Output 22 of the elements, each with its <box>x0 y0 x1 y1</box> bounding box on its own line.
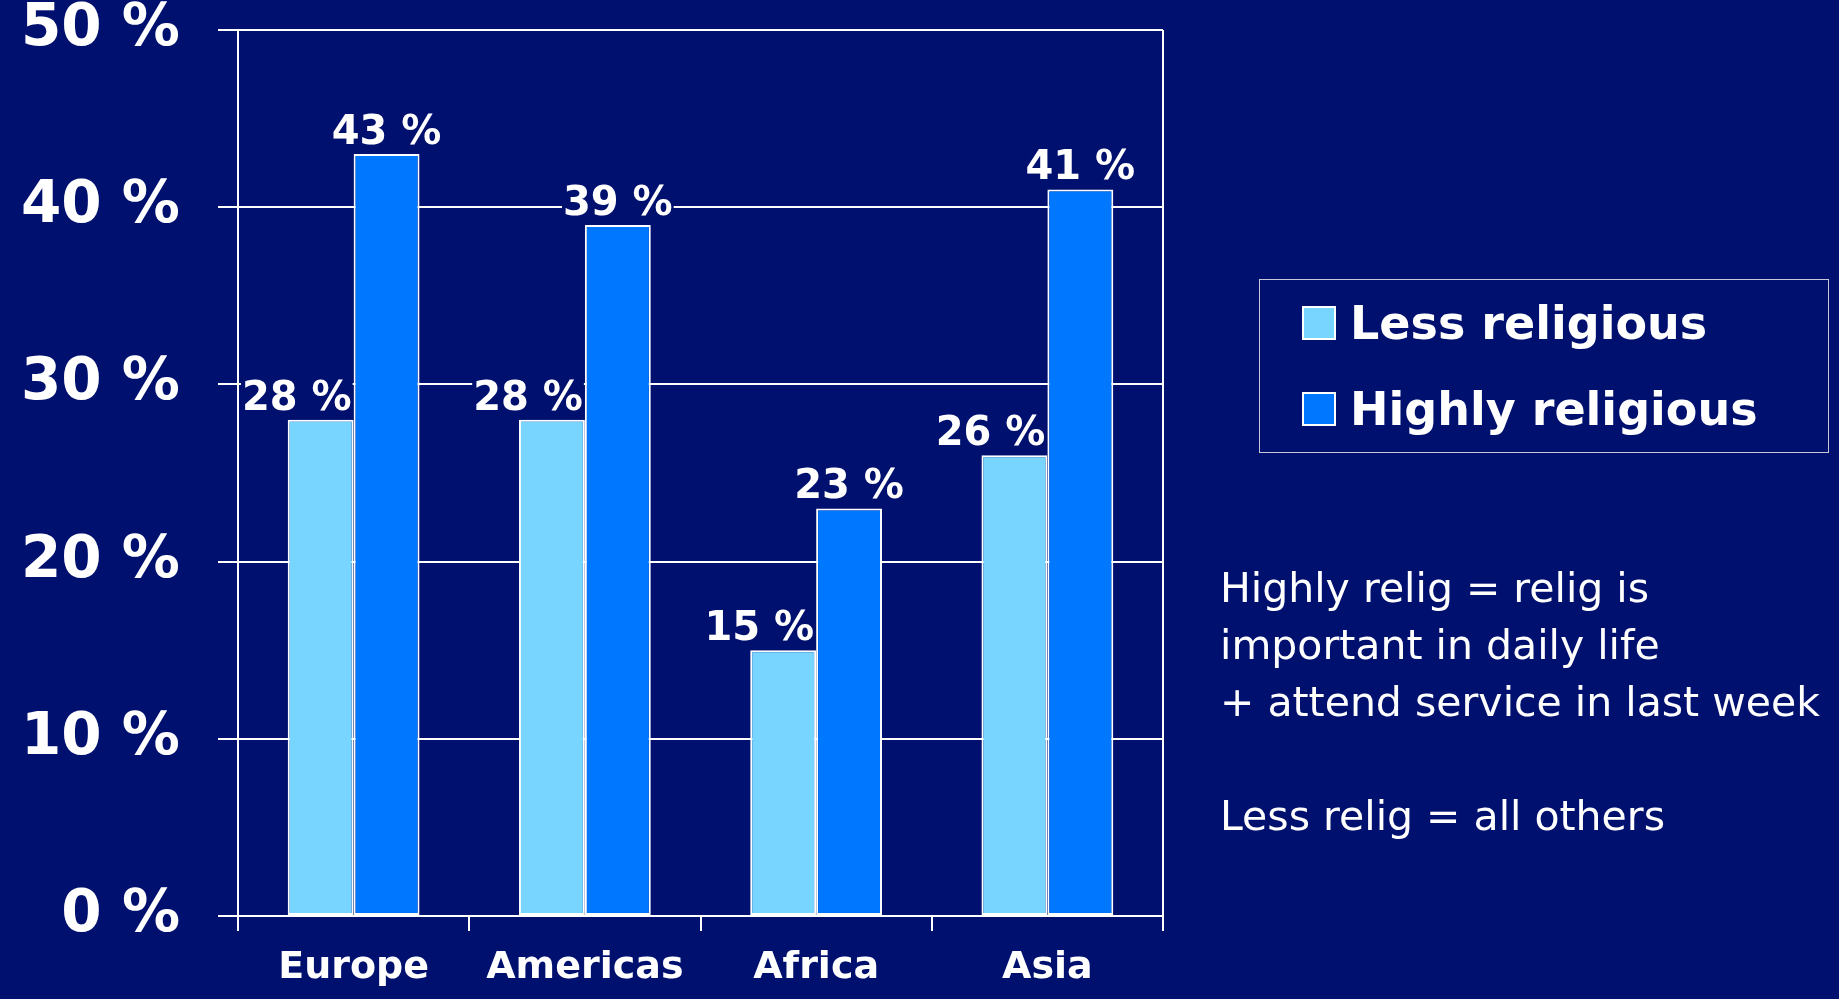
data-label: 39 % <box>562 177 673 224</box>
legend-label: Highly religious <box>1350 382 1758 436</box>
data-label: 28 % <box>241 372 352 419</box>
legend-label: Less religious <box>1350 296 1708 350</box>
x-tick-label: Americas <box>486 942 684 987</box>
y-tick-label: 20 % <box>20 522 180 591</box>
y-tick-label: 10 % <box>20 699 180 768</box>
text: Highly relig = relig is important in daily life + attend service in last week <box>1220 563 1821 728</box>
y-tick-label: 0 % <box>61 877 180 946</box>
data-label: 28 % <box>473 372 583 419</box>
y-tick-label: 50 % <box>20 0 180 60</box>
data-label: 23 % <box>794 461 904 508</box>
y-tick-label: 30 % <box>20 345 180 414</box>
data-label: 41 % <box>1025 142 1136 189</box>
data-label: 43 % <box>331 107 442 154</box>
data-label: 15 % <box>704 603 815 650</box>
text: Less relig = all others <box>1220 791 1667 842</box>
x-tick-label: Africa <box>753 942 880 987</box>
x-tick-label: Europe <box>278 942 430 987</box>
x-tick-label: Asia <box>1002 942 1093 987</box>
data-label: 26 % <box>935 408 1046 455</box>
y-tick-label: 40 % <box>20 168 180 237</box>
